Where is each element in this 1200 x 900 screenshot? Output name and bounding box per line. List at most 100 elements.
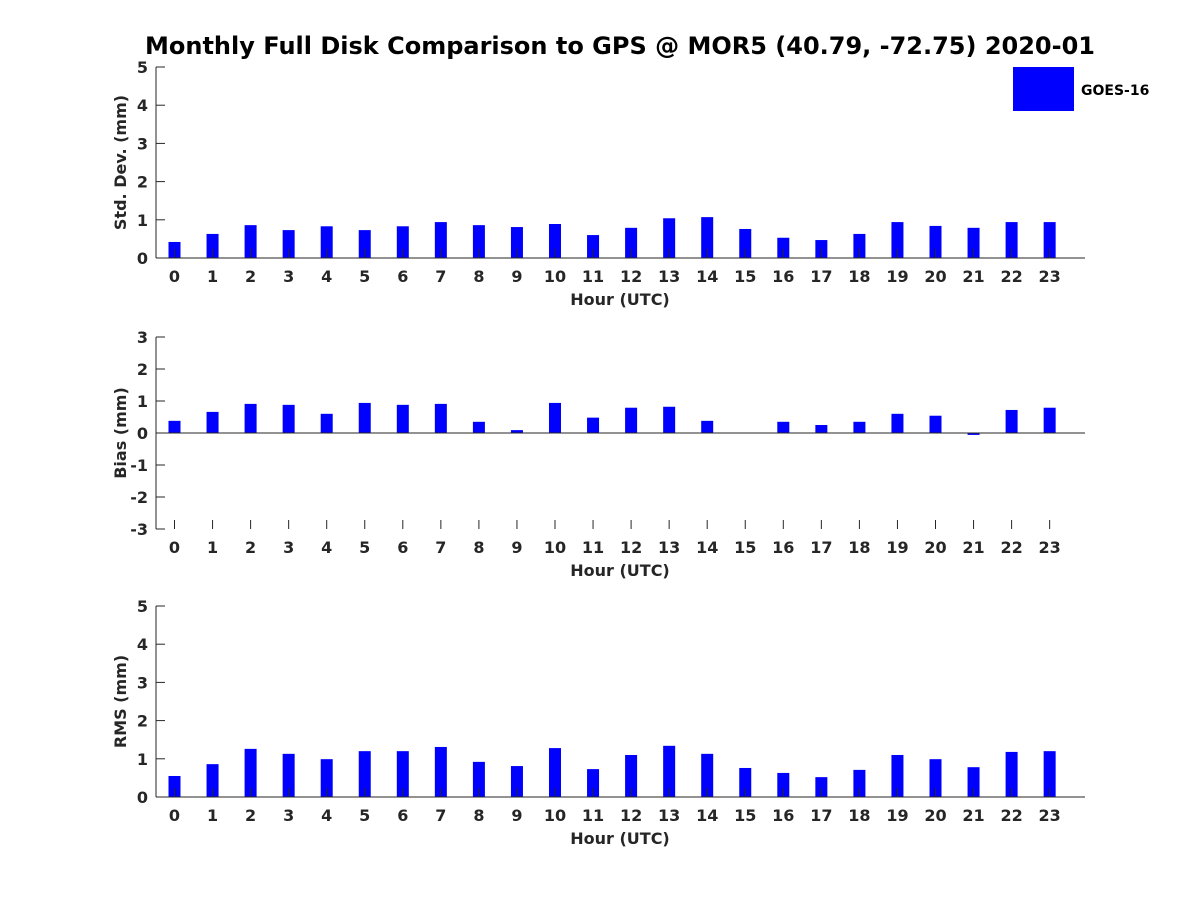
- rms-y-tick-label: 2: [137, 712, 148, 731]
- rms-x-tick-label: 6: [397, 806, 408, 825]
- std-dev-x-tick-label: 18: [848, 267, 870, 286]
- bias-x-tick-label: 3: [283, 538, 294, 557]
- bias-x-tick-label: 11: [582, 538, 604, 557]
- std-dev-x-tick-label: 6: [397, 267, 408, 286]
- chart-title: Monthly Full Disk Comparison to GPS @ MO…: [145, 32, 1095, 60]
- rms-y-tick-label: 0: [137, 788, 148, 807]
- rms-x-tick-label: 1: [207, 806, 218, 825]
- rms-bar-hour-10: [549, 748, 561, 797]
- std-dev-x-tick-label: 10: [544, 267, 566, 286]
- bias-bar-hour-17: [815, 425, 828, 433]
- bias-bar-hour-23: [1043, 407, 1056, 433]
- rms-x-tick-label: 21: [962, 806, 984, 825]
- rms-x-tick-label: 15: [734, 806, 756, 825]
- std-dev-x-tick-label: 8: [473, 267, 484, 286]
- rms-bar-hour-1: [206, 764, 219, 797]
- bias-y-tick-label: 3: [137, 328, 148, 347]
- std-dev-y-tick-label: 2: [137, 173, 148, 192]
- rms-bar-hour-23: [1043, 751, 1056, 797]
- rms-bar-hour-0: [168, 775, 181, 797]
- std-dev-y-tick-label: 5: [137, 58, 148, 77]
- rms-bar-hour-6: [396, 751, 409, 797]
- rms-y-tick-label: 3: [137, 673, 148, 692]
- rms-bar-hour-7: [434, 746, 447, 797]
- rms-y-tick-label: 4: [137, 635, 148, 654]
- std-dev-bar-hour-4: [320, 226, 333, 258]
- bias-x-tick-label: 14: [696, 538, 718, 557]
- legend-swatch: [1013, 67, 1074, 111]
- bias-bar-hour-7: [434, 403, 447, 433]
- std-dev-bar-hour-22: [1005, 222, 1018, 258]
- bias-x-tick-label: 17: [810, 538, 832, 557]
- std-dev-bar-hour-2: [244, 225, 257, 258]
- bias-x-tick-label: 0: [169, 538, 180, 557]
- legend-label: GOES-16: [1081, 83, 1149, 99]
- bias-x-tick-label: 4: [321, 538, 332, 557]
- rms-x-tick-label: 7: [435, 806, 446, 825]
- bias-bar-hour-4: [320, 413, 333, 433]
- rms-bar-hour-16: [777, 772, 790, 797]
- bias-bar-hour-13: [663, 406, 676, 433]
- bias-y-tick-label: -3: [130, 520, 148, 539]
- bias-bar-hour-18: [853, 421, 866, 433]
- rms-x-tick-label: 13: [658, 806, 680, 825]
- bias-x-tick-label: 21: [962, 538, 984, 557]
- bias-y-tick-label: -2: [130, 488, 148, 507]
- rms-bar-hour-14: [701, 753, 714, 797]
- rms-bar-hour-5: [358, 751, 371, 797]
- std-dev-x-tick-label: 3: [283, 267, 294, 286]
- bias-y-tick-label: 0: [137, 424, 148, 443]
- std-dev-bar-hour-15: [739, 228, 752, 258]
- bias-bar-hour-1: [206, 411, 219, 433]
- bias-x-tick-label: 1: [207, 538, 218, 557]
- bias-y-tick-label: -1: [130, 456, 148, 475]
- rms-bar-hour-12: [625, 754, 638, 797]
- std-dev-bar-hour-11: [587, 235, 600, 258]
- bias-y-tick-label: 1: [137, 392, 148, 411]
- std-dev-y-tick-label: 3: [137, 134, 148, 153]
- std-dev-bar-hour-19: [891, 222, 904, 258]
- rms-bar-hour-13: [663, 745, 676, 797]
- rms-bar-hour-18: [853, 769, 866, 797]
- std-dev-x-tick-label: 2: [245, 267, 256, 286]
- std-dev-x-tick-label: 19: [886, 267, 908, 286]
- bias-x-tick-label: 5: [359, 538, 370, 557]
- std-dev-x-tick-label: 21: [962, 267, 984, 286]
- rms-bar-hour-20: [929, 759, 942, 797]
- std-dev-bar-hour-1: [206, 233, 219, 258]
- rms-x-tick-label: 22: [1000, 806, 1022, 825]
- rms-x-tick-label: 0: [169, 806, 180, 825]
- std-dev-bar-hour-20: [929, 225, 942, 258]
- std-dev-bar-hour-23: [1043, 222, 1056, 258]
- bias-bar-hour-12: [625, 407, 638, 433]
- bias-bar-hour-21: [967, 433, 980, 435]
- std-dev-x-tick-label: 9: [511, 267, 522, 286]
- rms-bar-hour-11: [587, 769, 600, 797]
- rms-x-tick-label: 16: [772, 806, 794, 825]
- rms-x-tick-label: 18: [848, 806, 870, 825]
- std-dev-x-label: Hour (UTC): [570, 290, 670, 309]
- std-dev-bar-hour-16: [777, 237, 790, 258]
- std-dev-y-tick-label: 1: [137, 211, 148, 230]
- rms-bar-hour-9: [510, 766, 523, 797]
- bias-x-tick-label: 15: [734, 538, 756, 557]
- std-dev-x-tick-label: 1: [207, 267, 218, 286]
- std-dev-bar-hour-13: [663, 218, 676, 258]
- std-dev-x-tick-label: 0: [169, 267, 180, 286]
- rms-x-tick-label: 11: [582, 806, 604, 825]
- bias-y-label: Bias (mm): [111, 387, 130, 479]
- std-dev-bar-hour-5: [358, 230, 371, 258]
- bias-bar-hour-19: [891, 413, 904, 433]
- rms-y-tick-label: 5: [137, 597, 148, 616]
- std-dev-x-tick-label: 22: [1000, 267, 1022, 286]
- std-dev-bar-hour-7: [434, 222, 447, 258]
- bias-x-tick-label: 16: [772, 538, 794, 557]
- bias-x-tick-label: 10: [544, 538, 566, 557]
- bias-bar-hour-2: [244, 403, 257, 433]
- rms-bar-hour-8: [472, 761, 485, 797]
- std-dev-x-tick-label: 5: [359, 267, 370, 286]
- std-dev-bar-hour-18: [853, 233, 866, 258]
- std-dev-x-tick-label: 7: [435, 267, 446, 286]
